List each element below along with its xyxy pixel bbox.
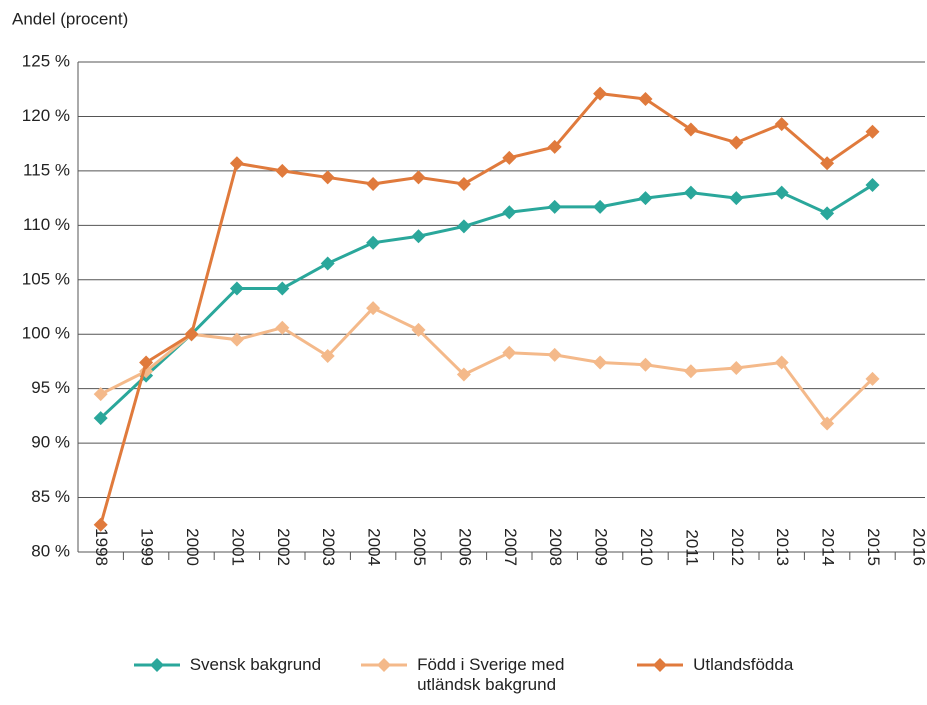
marker <box>184 327 199 342</box>
legend: Svensk bakgrund Född i Sverige med utländ… <box>0 655 927 695</box>
marker <box>456 367 471 382</box>
legend-item: Utlandsfödda <box>637 655 793 695</box>
x-tick-label: 2002 <box>274 528 293 566</box>
marker <box>366 301 381 316</box>
marker <box>865 371 880 386</box>
x-tick-label: 2001 <box>228 528 247 566</box>
x-tick-label: 1999 <box>138 528 157 566</box>
marker <box>593 199 608 214</box>
marker <box>411 170 426 185</box>
legend-swatch <box>361 658 408 672</box>
marker <box>683 364 698 379</box>
x-tick-label: 2003 <box>319 528 338 566</box>
marker <box>93 387 108 402</box>
marker <box>593 355 608 370</box>
x-tick-label: 2006 <box>455 528 474 566</box>
marker <box>683 122 698 137</box>
marker <box>320 256 335 271</box>
marker <box>774 117 789 132</box>
x-tick-label: 2008 <box>546 528 565 566</box>
x-tick-label: 2015 <box>864 528 883 566</box>
marker <box>411 322 426 337</box>
y-tick-label: 125 % <box>22 51 70 70</box>
marker <box>820 206 835 221</box>
x-tick-label: 2012 <box>728 528 747 566</box>
marker <box>865 178 880 193</box>
x-tick-label: 2016 <box>909 528 927 566</box>
series-line <box>100 306 874 426</box>
legend-label: Född i Sverige med utländsk bakgrund <box>417 655 565 694</box>
marker <box>593 86 608 101</box>
series-line <box>99 183 874 420</box>
marker <box>229 332 244 347</box>
marker <box>456 176 471 191</box>
x-tick-label: 2000 <box>183 528 202 566</box>
marker <box>411 229 426 244</box>
x-tick-label: 2005 <box>410 528 429 566</box>
marker <box>502 205 517 220</box>
y-tick-label: 115 % <box>23 160 70 179</box>
legend-swatch <box>637 658 684 672</box>
x-tick-label: 2011 <box>682 529 701 566</box>
y-tick-label: 80 % <box>31 541 70 560</box>
marker <box>729 135 744 150</box>
marker <box>547 139 562 154</box>
marker <box>502 150 517 165</box>
legend-item: Svensk bakgrund <box>133 655 322 695</box>
legend-item: Född i Sverige med utländsk bakgrund <box>361 655 597 695</box>
y-tick-label: 100 % <box>22 324 70 343</box>
y-tick-label: 110 % <box>23 215 70 234</box>
legend-swatch <box>133 658 180 672</box>
marker <box>366 235 381 250</box>
marker <box>320 349 335 363</box>
x-tick-label: 2014 <box>819 528 838 566</box>
x-tick-label: 2010 <box>637 528 656 566</box>
x-tick-label: 2004 <box>365 528 384 566</box>
marker <box>547 347 562 362</box>
marker <box>820 156 835 171</box>
marker <box>275 320 290 335</box>
marker <box>139 355 154 370</box>
marker <box>275 281 290 296</box>
marker <box>865 124 880 139</box>
x-tick-label: 2013 <box>773 528 792 566</box>
y-tick-label: 90 % <box>31 433 70 452</box>
marker <box>502 345 517 360</box>
marker <box>229 156 244 171</box>
marker <box>683 185 698 200</box>
marker <box>93 411 108 426</box>
marker <box>275 163 290 178</box>
marker <box>729 191 744 206</box>
series-line <box>99 91 874 526</box>
marker <box>456 219 471 234</box>
marker <box>638 92 653 107</box>
marker <box>820 416 835 431</box>
marker <box>366 176 381 191</box>
marker <box>638 191 653 206</box>
marker <box>93 517 108 532</box>
legend-label: Svensk bakgrund <box>189 655 322 674</box>
legend-label: Utlandsfödda <box>693 655 794 674</box>
marker <box>729 360 744 375</box>
y-tick-label: 85 % <box>31 487 70 506</box>
y-axis-label: Andel (procent) <box>12 9 128 28</box>
x-tick-label: 2009 <box>592 528 611 566</box>
y-tick-label: 120 % <box>22 106 70 125</box>
x-tick-label: 2007 <box>501 528 520 566</box>
marker <box>774 355 789 370</box>
x-tick-label: 1998 <box>92 528 111 566</box>
marker <box>547 199 562 214</box>
marker <box>229 281 244 296</box>
y-tick-label: 95 % <box>31 378 70 397</box>
marker <box>320 170 335 185</box>
marker <box>638 357 653 372</box>
y-tick-label: 105 % <box>22 269 70 288</box>
chart: Andel (procent) 80 % 85 % 90 % 95 % 100 % 105… <box>12 9 927 566</box>
marker <box>774 185 789 200</box>
